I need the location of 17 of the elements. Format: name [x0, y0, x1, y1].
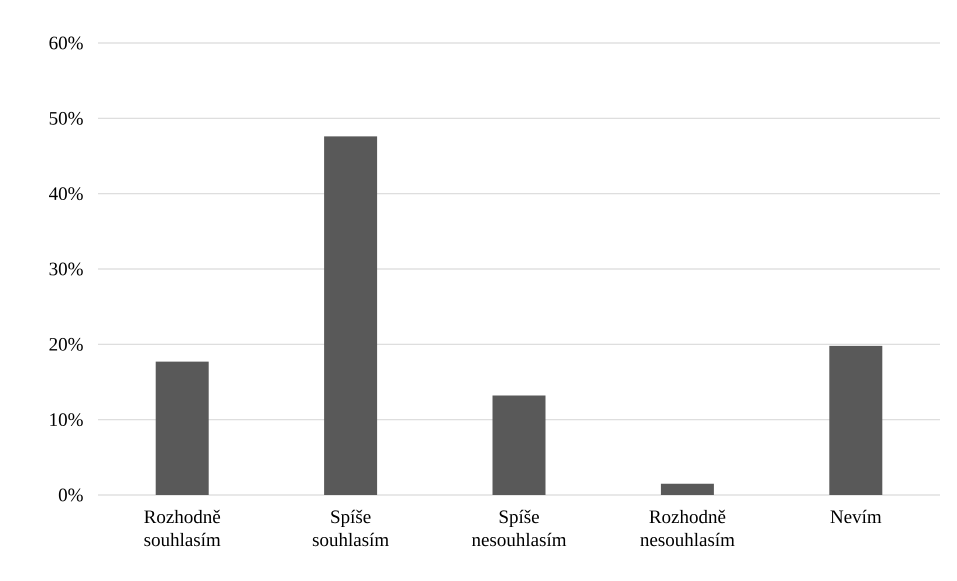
- y-tick-label: 10%: [50, 413, 83, 426]
- y-tick-label: 30%: [50, 262, 83, 276]
- y-tick-label: 50%: [50, 112, 83, 125]
- bar: [829, 346, 882, 495]
- bar: [324, 136, 378, 495]
- bar: [660, 484, 714, 495]
- bar: [492, 396, 546, 495]
- x-tick-label: Spíše souhlasím: [312, 510, 389, 546]
- y-tick-label: 20%: [49, 338, 83, 351]
- y-tick-label: 0%: [58, 488, 83, 502]
- y-tick-label: 60%: [49, 36, 83, 50]
- bar: [156, 362, 209, 495]
- y-tick-label: 40%: [49, 187, 83, 200]
- x-tick-label: Spíše nesouhlasím: [472, 510, 566, 546]
- x-tick-label: Nevím: [830, 510, 882, 524]
- x-tick-label: Rozhodně souhlasím: [144, 510, 220, 546]
- x-tick-label: Rozhodně nesouhlasím: [640, 510, 735, 546]
